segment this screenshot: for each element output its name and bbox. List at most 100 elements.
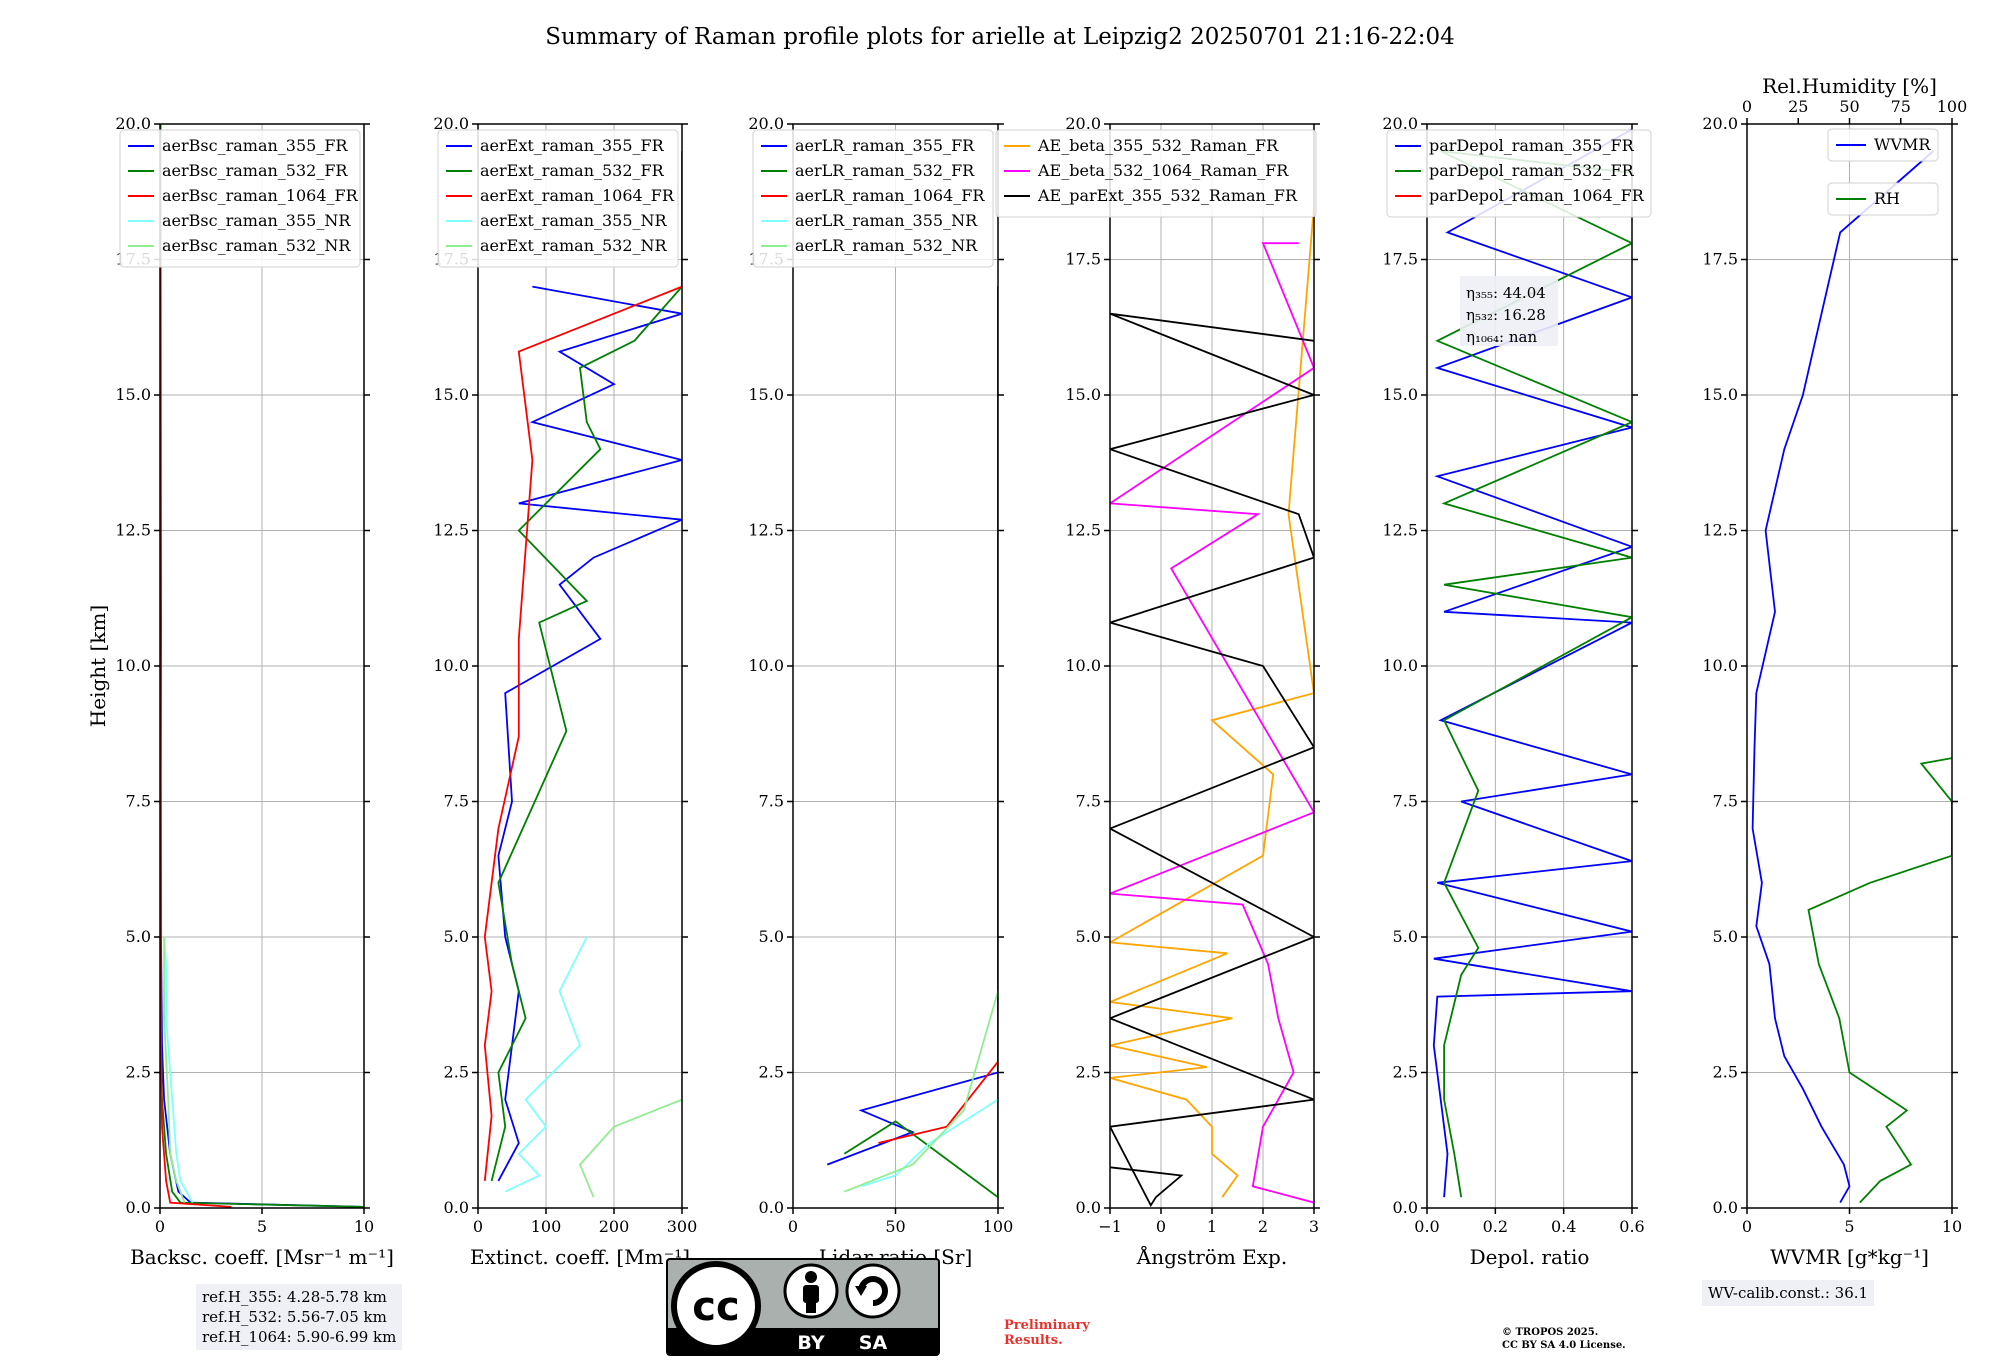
y-tick-label: 12.5 — [1065, 521, 1101, 540]
y-axis-label: Height [km] — [86, 605, 110, 727]
y-tick-label: 7.5 — [1713, 792, 1738, 811]
series-line-aerLR_raman_532_FR — [843, 286, 998, 1199]
y-tick-label: 2.5 — [444, 1063, 469, 1082]
y-tick-label: 0.0 — [126, 1198, 151, 1217]
y-tick-label: 17.5 — [1065, 250, 1101, 269]
panel-6: 0 5 10 0.0 2.5 5.0 7.5 10.0 12.5 15.0 17.5 20.0 WVMR… — [1702, 74, 1967, 1269]
panel-frame — [159, 123, 365, 1209]
y-tick-label: 10.0 — [115, 656, 151, 675]
x-tick-label: 3 — [1309, 1217, 1319, 1236]
series-line-aerLR_raman_1064_FR — [878, 286, 998, 1144]
series-line-aerExt_raman_355_FR — [497, 285, 682, 1182]
y-tick-label: 12.5 — [115, 521, 151, 540]
legend-box — [119, 129, 361, 268]
x-tick-label: 100 — [983, 1217, 1014, 1236]
cc-by-text: BY — [797, 1332, 824, 1354]
series-line-AE_parExt_355_532_Raman_FR — [1110, 312, 1314, 1208]
x-tick-label: 0 — [788, 1217, 798, 1236]
y-tick-label: 0.0 — [1393, 1198, 1418, 1217]
legend-box — [1386, 129, 1652, 218]
y-tick-label: 15.0 — [1382, 385, 1418, 404]
eta-value: η₅₃₂: 16.28 — [1466, 306, 1546, 324]
series-line-aerBsc_raman_532_NR — [163, 937, 186, 1203]
x-tick-label: 0.2 — [1483, 1217, 1508, 1236]
series-line-RH — [1807, 757, 1952, 1204]
x-tick-top-label: 25 — [1788, 97, 1808, 116]
y-tick-label: 7.5 — [1393, 792, 1418, 811]
panel-1: 05100.02.55.07.510.012.515.017.520.0Back… — [86, 114, 394, 1269]
x-tick-label: 10 — [1942, 1217, 1962, 1236]
y-tick-label: 5.0 — [1713, 927, 1738, 946]
legend-label: AE_beta_532_1064_Raman_FR — [1037, 161, 1289, 180]
y-tick-label: 7.5 — [126, 792, 151, 811]
legend-label: parDepol_raman_532_FR — [1429, 161, 1635, 180]
y-tick-label: 7.5 — [444, 792, 469, 811]
y-tick-label: 17.5 — [1702, 250, 1738, 269]
x-tick-label: 0.6 — [1619, 1217, 1644, 1236]
x-axis-label: Extinct. coeff. [Mm⁻¹] — [470, 1245, 690, 1269]
x-tick-label: 300 — [667, 1217, 698, 1236]
copyright-line-2: CC BY SA 4.0 License. — [1502, 1340, 1626, 1351]
y-tick-label: 10.0 — [433, 656, 469, 675]
y-tick-label: 5.0 — [126, 927, 151, 946]
x-tick-top-label: 75 — [1891, 97, 1911, 116]
legend-label: aerExt_raman_532_NR — [480, 236, 668, 255]
panel-frame — [477, 123, 683, 1209]
eta-box — [1460, 276, 1558, 346]
y-tick-label: 0.0 — [1076, 1198, 1101, 1217]
reference-height-box: ref.H_355: 4.28-5.78 km ref.H_532: 5.56-… — [196, 1284, 403, 1350]
x-axis-label: Backsc. coeff. [Msr⁻¹ m⁻¹] — [130, 1245, 394, 1269]
series-line-aerExt_raman_532_FR — [490, 151, 682, 1182]
copyright-note: © TROPOS 2025. CC BY SA 4.0 License. — [1502, 1326, 1626, 1352]
y-tick-label: 10.0 — [1382, 656, 1418, 675]
copyright-line-1: © TROPOS 2025. — [1502, 1327, 1599, 1338]
series-line-aerLR_raman_355_FR — [826, 286, 998, 1166]
y-tick-label: 20.0 — [748, 114, 784, 133]
legend-box — [752, 129, 994, 268]
preliminary-line-2: Results. — [1004, 1333, 1063, 1348]
y-tick-label: 0.0 — [759, 1198, 784, 1217]
x-axis-label-top: Rel.Humidity [%] — [1762, 74, 1937, 98]
x-tick-label: 0 — [155, 1217, 165, 1236]
cc-letters: cc — [692, 1284, 739, 1330]
legend-label: aerLR_raman_532_NR — [795, 236, 978, 255]
panel-frame — [1109, 123, 1315, 1209]
legend-label: aerBsc_raman_1064_FR — [162, 186, 359, 205]
cc-sa-text: SA — [859, 1332, 888, 1354]
x-tick-label: 0 — [1156, 1217, 1166, 1236]
preliminary-line-1: Preliminary — [1004, 1318, 1090, 1333]
y-tick-label: 12.5 — [433, 521, 469, 540]
legend-box — [995, 129, 1317, 218]
wv-calibration-text: WV-calib.const.: 36.1 — [1708, 1284, 1869, 1302]
y-tick-label: 17.5 — [1382, 250, 1418, 269]
x-tick-label: 10 — [354, 1217, 374, 1236]
ref-height-355: ref.H_355: 4.28-5.78 km — [202, 1288, 387, 1306]
legend-box — [1827, 128, 1939, 162]
legend-label: WVMR — [1874, 135, 1931, 154]
x-tick-label: 0 — [473, 1217, 483, 1236]
y-tick-label: 10.0 — [1065, 656, 1101, 675]
y-tick-label: 0.0 — [444, 1198, 469, 1217]
y-tick-label: 10.0 — [748, 656, 784, 675]
y-tick-label: 2.5 — [126, 1063, 151, 1082]
eta-value: η₁₀₆₄: nan — [1466, 328, 1537, 346]
legend-label: aerBsc_raman_532_FR — [162, 161, 348, 180]
legend-label: aerLR_raman_355_FR — [795, 136, 975, 155]
y-tick-label: 10.0 — [1702, 656, 1738, 675]
x-tick-label: 200 — [599, 1217, 630, 1236]
legend-label: aerBsc_raman_355_FR — [162, 136, 348, 155]
legend-label: aerExt_raman_355_FR — [480, 136, 665, 155]
legend-label: AE_beta_355_532_Raman_FR — [1037, 136, 1279, 155]
x-tick-label: 0.4 — [1551, 1217, 1576, 1236]
y-tick-label: 5.0 — [1076, 927, 1101, 946]
legend-label: aerExt_raman_532_FR — [480, 161, 665, 180]
y-tick-label: 20.0 — [115, 114, 151, 133]
y-tick-label: 5.0 — [759, 927, 784, 946]
panel-frame — [792, 123, 999, 1209]
legend-label: AE_parExt_355_532_Raman_FR — [1037, 186, 1298, 205]
x-axis-label: WVMR [g*kg⁻¹] — [1770, 1245, 1929, 1269]
series-line-aerLR_raman_355_NR — [861, 1098, 998, 1188]
legend-label: aerLR_raman_532_FR — [795, 161, 975, 180]
x-tick-label: 100 — [531, 1217, 562, 1236]
panel-4: −1 0 1 2 3 0.0 2.5 5.0 7.5 10.0 12.5 15.0 17.5 20.0 Ån… — [995, 114, 1320, 1269]
